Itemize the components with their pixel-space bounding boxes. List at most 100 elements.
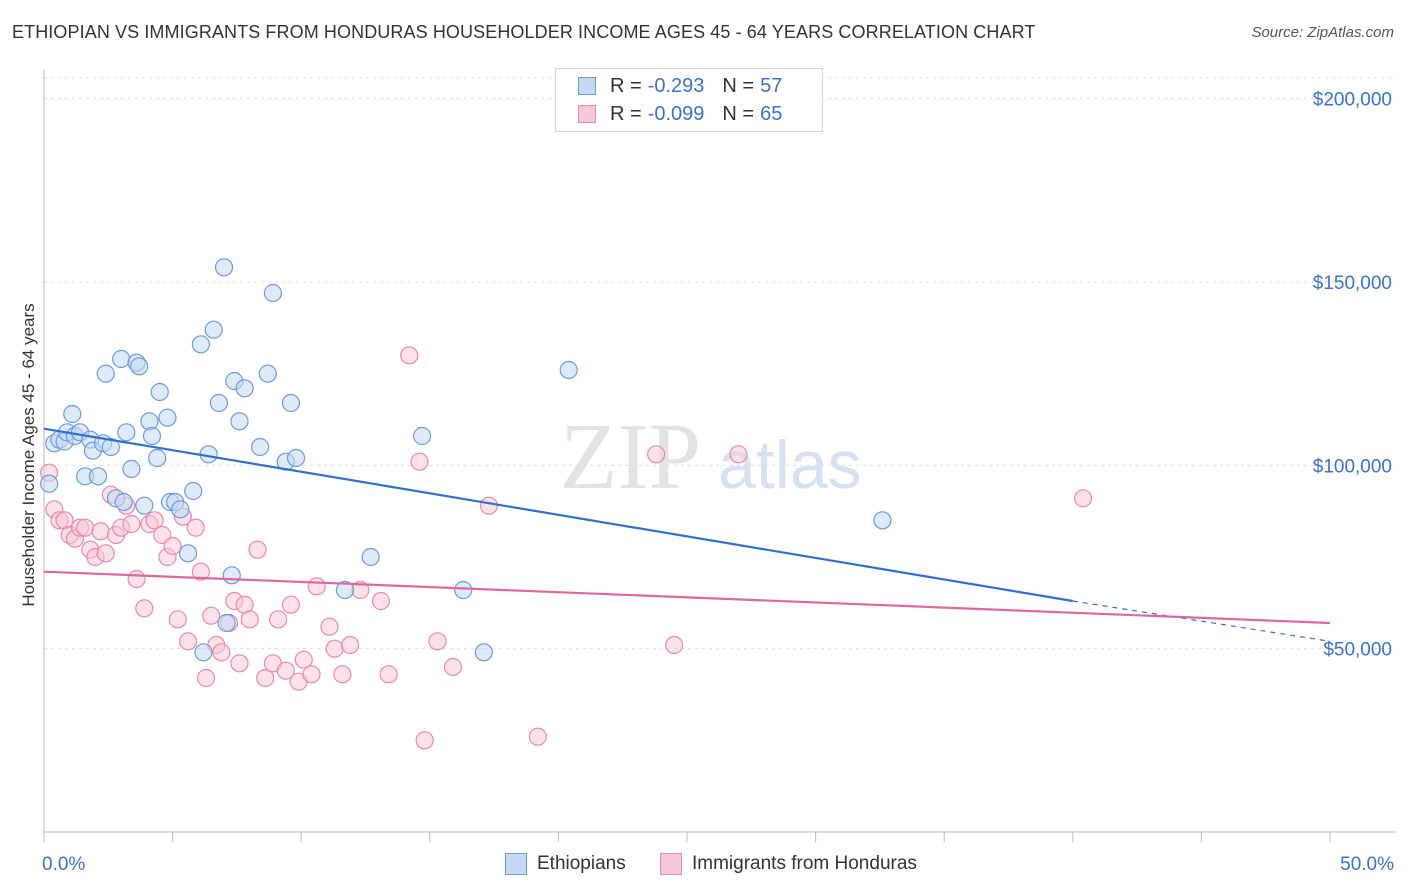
data-point [235,379,254,398]
legend-n-label: N = [722,102,755,125]
legend-swatch-honduras [578,105,596,123]
axis-labels: $50,000 $100,000 $150,000 $200,000 0.0% 50.0%… [19,90,1394,875]
data-point [325,639,344,658]
axes [43,70,1396,842]
watermark-atlas: atlas [718,427,862,503]
bottom-swatch-honduras [660,853,682,875]
data-point [130,357,149,376]
data-point [150,382,169,402]
data-point [286,448,306,468]
legend-n-value: 65 [760,102,783,125]
data-point [263,283,283,303]
data-point [178,632,198,651]
data-point [127,569,146,589]
y-tick-label: $200,000 [1313,90,1392,111]
trend-lines [43,427,1331,642]
data-point [117,423,136,442]
data-point [479,496,499,515]
stats-legend: R = -0.293 N = 57 R = -0.099 N = 65 [555,68,823,132]
trend-line-ethiopians-extension [1072,600,1331,642]
data-point [665,635,684,655]
data-point [135,496,154,515]
data-point [647,445,666,464]
bottom-legend-honduras: Immigrants from Honduras [660,850,917,878]
trend-line-ethiopians [43,427,1073,603]
data-point [135,599,154,618]
watermark-zip: ZIP [560,405,701,509]
data-point [258,364,277,383]
data-point [729,445,748,464]
data-point [1073,489,1093,508]
data-point [276,661,295,680]
data-point [171,500,190,519]
data-point [248,540,267,559]
data-point [379,665,398,684]
bottom-label-honduras: Immigrants from Honduras [692,853,917,874]
data-point [204,320,223,339]
data-point [191,335,210,354]
bottom-label-ethiopians: Ethiopians [537,853,626,874]
data-point [96,364,115,383]
data-point [230,654,249,673]
ethiopian-points [40,258,892,662]
data-point [88,467,108,486]
data-point [528,727,547,746]
x-tick-label: 0.0% [42,854,85,875]
data-point [307,577,326,596]
data-point [91,522,110,541]
data-point [202,606,221,625]
source-label: Source: ZipAtlas.com [1251,24,1394,41]
data-point [335,580,355,600]
data-point [212,643,231,662]
data-point [178,544,198,563]
data-point [320,617,339,636]
data-point [101,437,120,457]
legend-n-value: 57 [760,74,783,97]
bottom-legend-ethiopians: Ethiopians [505,850,626,878]
grid [44,77,1396,650]
data-point [371,591,391,611]
data-point [112,349,131,369]
data-point [76,518,95,537]
honduras-points [40,346,1093,750]
data-point [559,360,578,380]
data-point [873,511,892,530]
data-point [114,492,133,512]
data-point [443,657,463,677]
data-point [428,632,447,651]
data-point [122,459,141,479]
data-point [122,514,141,534]
watermark: ZIP atlas [560,405,862,509]
data-point [63,404,82,424]
data-point [196,668,216,688]
data-point [412,426,432,446]
data-point [191,562,210,581]
data-point [168,610,187,629]
data-point [415,731,434,750]
data-point [184,481,203,501]
bottom-swatch-ethiopians [505,853,527,875]
data-point [256,668,275,688]
data-point [400,346,419,365]
data-point [158,408,177,427]
data-point [40,474,59,493]
data-point [250,437,270,457]
data-point [209,393,228,413]
data-point [240,610,259,629]
data-point [268,610,288,629]
data-point [194,643,213,662]
legend-row-ethiopians: R = -0.293 N = 57 [578,74,800,98]
data-point [302,665,321,684]
legend-r-label: R = [610,74,642,97]
data-point [333,665,352,684]
data-point [361,547,380,567]
data-point [281,595,301,614]
data-point [340,635,360,655]
data-point [474,643,493,662]
data-point [148,448,167,468]
y-tick-label: $50,000 [1323,640,1392,661]
legend-row-honduras: R = -0.099 N = 65 [578,102,800,126]
trend-line-honduras [43,570,1331,625]
data-point [163,536,182,556]
